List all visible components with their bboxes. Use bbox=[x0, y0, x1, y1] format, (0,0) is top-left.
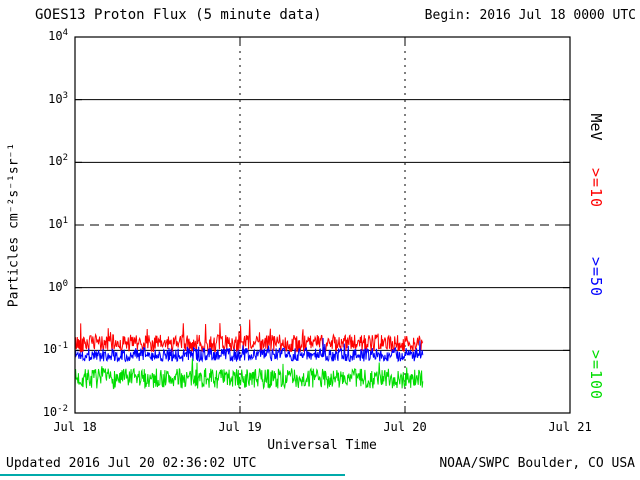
flux-trace-100 bbox=[74, 358, 424, 390]
y-tick-label: 101 bbox=[48, 216, 68, 231]
bottom-accent-line bbox=[0, 474, 345, 476]
x-tick-label: Jul 18 bbox=[53, 420, 97, 434]
flux-trace-50 bbox=[74, 337, 424, 363]
y-tick-label: 100 bbox=[48, 278, 68, 294]
x-axis-label: Universal Time bbox=[267, 438, 377, 453]
flux-trace-10 bbox=[74, 319, 424, 354]
series-label-ge100: >=100 bbox=[587, 349, 605, 401]
credit-label: NOAA/SWPC Boulder, CO USA bbox=[439, 456, 635, 471]
y-tick-label: 104 bbox=[48, 28, 68, 43]
y-tick-label: 10-2 bbox=[42, 404, 68, 419]
y-tick-label: 103 bbox=[48, 90, 68, 106]
series-label-ge50: >=50 bbox=[587, 256, 605, 298]
series-label-ge10: >=10 bbox=[587, 167, 605, 209]
y-tick-label: 102 bbox=[48, 153, 68, 169]
x-tick-label: Jul 21 bbox=[548, 420, 592, 434]
y-tick-label: 10-1 bbox=[42, 341, 68, 357]
updated-timestamp: Updated 2016 Jul 20 02:36:02 UTC bbox=[6, 456, 257, 471]
mev-unit-label: MeV bbox=[587, 113, 605, 141]
x-tick-label: Jul 19 bbox=[218, 420, 262, 434]
plot-frame bbox=[74, 36, 571, 414]
begin-time-label: Begin: 2016 Jul 18 0000 UTC bbox=[424, 8, 636, 23]
x-tick-label: Jul 20 bbox=[383, 420, 427, 434]
y-axis-label: Particles cm⁻²s⁻¹sr⁻¹ bbox=[6, 142, 22, 308]
chart-title: GOES13 Proton Flux (5 minute data) bbox=[35, 7, 322, 23]
